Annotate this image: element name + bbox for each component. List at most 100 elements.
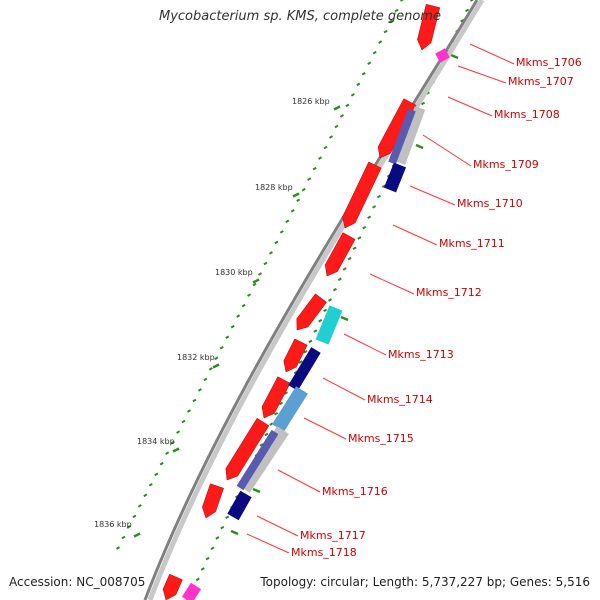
minor-tick: [137, 504, 142, 508]
minor-tick: [219, 346, 224, 350]
inner-tick: [313, 329, 318, 333]
leader-line: [409, 185, 456, 206]
leader-line: [343, 333, 387, 356]
minor-tick: [186, 409, 192, 413]
minor-tick: [241, 303, 246, 308]
gene-block-magenta: [435, 48, 450, 63]
gene-label: Mkms_1707: [508, 75, 574, 88]
major-tick: [212, 363, 220, 369]
gene-label: Mkms_1708: [494, 108, 560, 121]
minor-tick: [328, 135, 334, 139]
minor-tick: [121, 535, 126, 540]
minor-tick: [132, 514, 137, 519]
minor-tick: [165, 451, 170, 455]
minor-tick: [176, 430, 181, 434]
inner-tick: [352, 246, 357, 251]
minor-tick: [143, 493, 148, 498]
gene-label: Mkms_1710: [457, 197, 523, 210]
gene-block-slate: [236, 429, 279, 491]
gene-label: Mkms_1706: [516, 56, 582, 69]
minor-tick: [257, 272, 263, 276]
minor-tick: [115, 546, 121, 550]
minor-tick: [367, 61, 372, 65]
cds-arrow: [417, 3, 441, 51]
inner-tick: [323, 308, 328, 313]
label-leader-lines: [246, 43, 515, 554]
minor-tick: [290, 209, 295, 213]
minor-tick: [148, 483, 153, 487]
inner-tick: [347, 256, 352, 261]
inner-tick: [210, 546, 215, 551]
cds-arrow: [324, 232, 356, 277]
gene-features: [162, 3, 450, 600]
leader-line: [447, 96, 493, 117]
inner-major-tick: [340, 315, 349, 322]
inner-tick: [200, 567, 205, 571]
cds-arrow: [261, 376, 291, 419]
minor-tick: [126, 525, 131, 529]
minor-tick: [230, 324, 235, 329]
gene-label: Mkms_1716: [322, 485, 388, 498]
inner-tick: [327, 298, 333, 302]
major-tick: [292, 192, 300, 198]
cds-arrow: [342, 161, 382, 229]
inner-tick: [195, 577, 200, 582]
gene-labels: Mkms_1706 Mkms_1707 Mkms_1708 Mkms_1709 Mkms…: [291, 56, 582, 559]
leader-line: [392, 224, 438, 246]
gene-block-navy: [227, 490, 252, 521]
gene-label: Mkms_1714: [367, 393, 433, 406]
minor-tick: [203, 377, 208, 382]
leader-line: [322, 377, 366, 401]
inner-tick: [225, 515, 230, 519]
inner-tick: [421, 101, 426, 106]
leader-line: [469, 43, 515, 65]
minor-tick: [170, 440, 175, 445]
minor-tick: [389, 19, 394, 23]
kbp-label: 1836 kbp: [94, 520, 132, 529]
minor-tick: [274, 240, 279, 245]
leader-line: [256, 515, 299, 537]
inner-major-tick: [230, 529, 239, 536]
accession-label: Accession: NC_008705: [9, 575, 146, 589]
kbp-label: 1826 kbp: [292, 97, 330, 106]
minor-tick: [356, 82, 361, 87]
minor-tick: [159, 461, 164, 466]
minor-tick: [339, 114, 344, 118]
gene-block-slate: [388, 108, 416, 165]
minor-tick: [181, 419, 186, 424]
minor-tick: [268, 251, 273, 255]
gene-block-gray: [394, 106, 426, 165]
gene-label: Mkms_1711: [439, 237, 505, 250]
minor-tick: [225, 335, 230, 339]
gene-block-steel: [272, 386, 308, 432]
cds-arrow: [225, 417, 270, 481]
genome-backbone: [143, 0, 479, 600]
inner-tick: [303, 349, 308, 354]
inner-tick: [376, 194, 381, 199]
gene-label: Mkms_1709: [473, 158, 539, 171]
minor-tick: [285, 219, 290, 224]
major-tick: [333, 105, 341, 111]
inner-major-tick: [450, 53, 459, 60]
minor-tick: [252, 282, 257, 287]
inner-tick: [357, 236, 362, 240]
cds-arrow: [162, 573, 183, 600]
leader-line: [457, 65, 507, 84]
minor-tick: [361, 72, 366, 76]
gene-label: Mkms_1713: [388, 348, 454, 361]
minor-tick: [154, 472, 159, 476]
inner-tick: [372, 205, 377, 209]
inner-tick: [205, 556, 210, 561]
leader-line: [422, 134, 472, 167]
inner-tick: [318, 318, 323, 323]
inner-tick: [279, 401, 284, 406]
inner-tick: [308, 339, 313, 344]
cds-arrow: [283, 338, 308, 373]
gene-label: Mkms_1718: [291, 546, 357, 559]
inner-major-tick: [415, 143, 424, 150]
minor-tick: [192, 398, 197, 403]
minor-tick: [318, 156, 323, 160]
inner-tick: [215, 536, 220, 540]
minor-tick: [296, 198, 301, 202]
